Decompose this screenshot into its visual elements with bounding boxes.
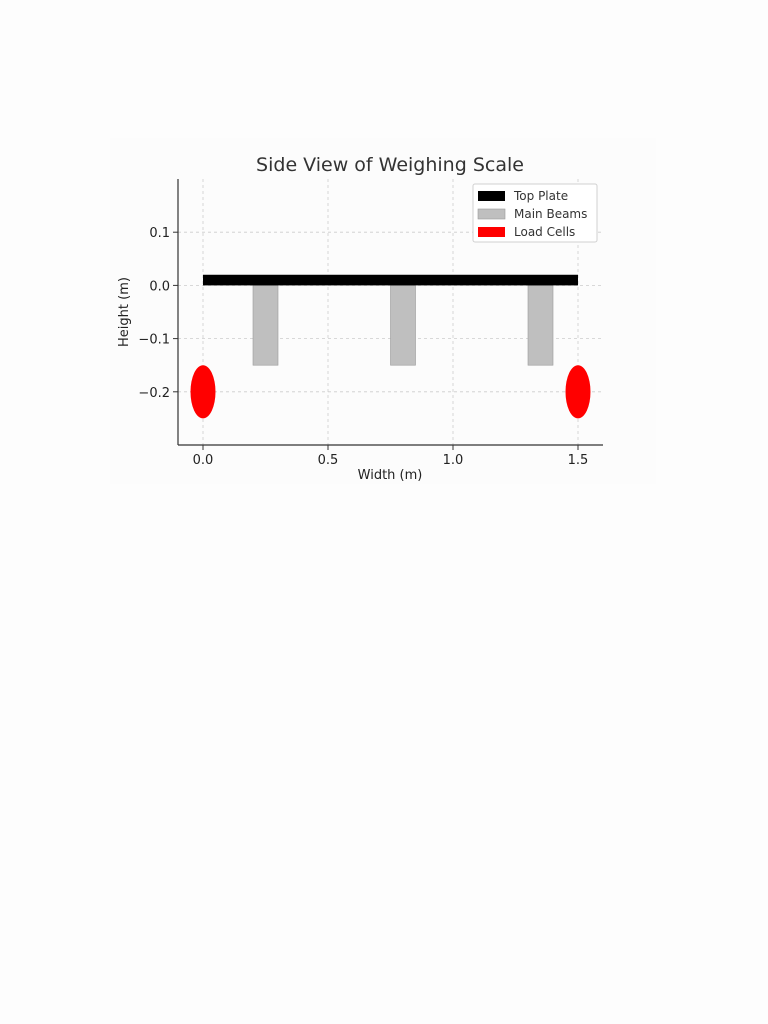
shapes <box>190 274 591 419</box>
y-tick-label: 0.1 <box>149 226 170 241</box>
axes <box>177 179 603 446</box>
chart-title: Side View of Weighing Scale <box>256 154 524 176</box>
legend-swatch <box>478 191 505 201</box>
x-tick-label: 1.0 <box>443 453 464 468</box>
x-axis-label: Width (m) <box>358 468 423 483</box>
x-tick-label: 0.0 <box>193 453 214 468</box>
main-beam <box>252 285 279 366</box>
legend: Top Plate Main Beams Load Cells <box>472 183 598 243</box>
top-plate <box>203 274 578 286</box>
load-cell <box>190 365 216 419</box>
y-tick-label: 0.0 <box>149 279 170 294</box>
legend-label: Top Plate <box>513 189 568 203</box>
load-cell <box>565 365 591 419</box>
legend-label: Load Cells <box>514 225 575 239</box>
x-tick-label: 1.5 <box>568 453 589 468</box>
main-beam <box>390 285 416 366</box>
legend-swatch <box>477 208 506 220</box>
y-tick-label: −0.1 <box>138 333 170 348</box>
legend-label: Main Beams <box>514 207 587 221</box>
ticks: 0.0 0.5 1.0 1.5 0.1 0.0 −0.1 −0.2 <box>138 226 588 468</box>
x-tick-label: 0.5 <box>318 453 339 468</box>
main-beam <box>527 285 554 366</box>
legend-swatch <box>478 227 505 237</box>
y-tick-label: −0.2 <box>138 386 170 401</box>
y-axis-label: Height (m) <box>117 277 132 347</box>
